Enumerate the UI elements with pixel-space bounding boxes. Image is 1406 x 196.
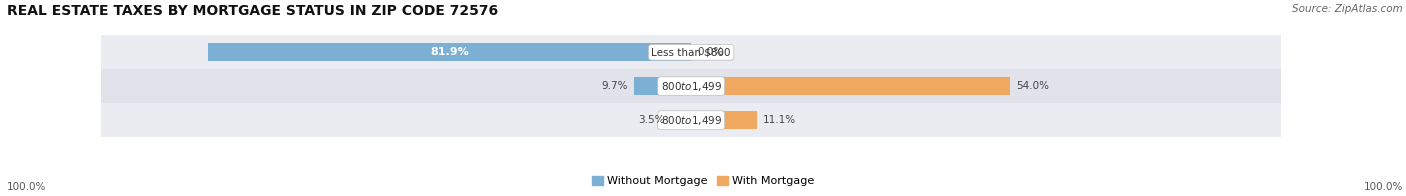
Legend: Without Mortgage, With Mortgage: Without Mortgage, With Mortgage — [588, 171, 818, 191]
Text: 100.0%: 100.0% — [1364, 182, 1403, 192]
Text: 9.7%: 9.7% — [602, 81, 628, 91]
Text: 11.1%: 11.1% — [762, 115, 796, 125]
Text: 100.0%: 100.0% — [7, 182, 46, 192]
Bar — [634, 77, 692, 95]
Text: Less than $800: Less than $800 — [651, 47, 731, 57]
Text: 0.0%: 0.0% — [697, 47, 723, 57]
Bar — [692, 111, 756, 129]
Text: $800 to $1,499: $800 to $1,499 — [661, 80, 721, 93]
Text: $800 to $1,499: $800 to $1,499 — [661, 114, 721, 127]
Bar — [692, 77, 1010, 95]
Bar — [671, 111, 692, 129]
Bar — [101, 69, 1281, 103]
Bar — [208, 44, 692, 61]
Text: 54.0%: 54.0% — [1017, 81, 1049, 91]
Bar — [101, 35, 1281, 69]
Bar — [101, 103, 1281, 137]
Text: 81.9%: 81.9% — [430, 47, 468, 57]
Text: 3.5%: 3.5% — [638, 115, 665, 125]
Text: Source: ZipAtlas.com: Source: ZipAtlas.com — [1292, 4, 1403, 14]
Text: REAL ESTATE TAXES BY MORTGAGE STATUS IN ZIP CODE 72576: REAL ESTATE TAXES BY MORTGAGE STATUS IN … — [7, 4, 498, 18]
